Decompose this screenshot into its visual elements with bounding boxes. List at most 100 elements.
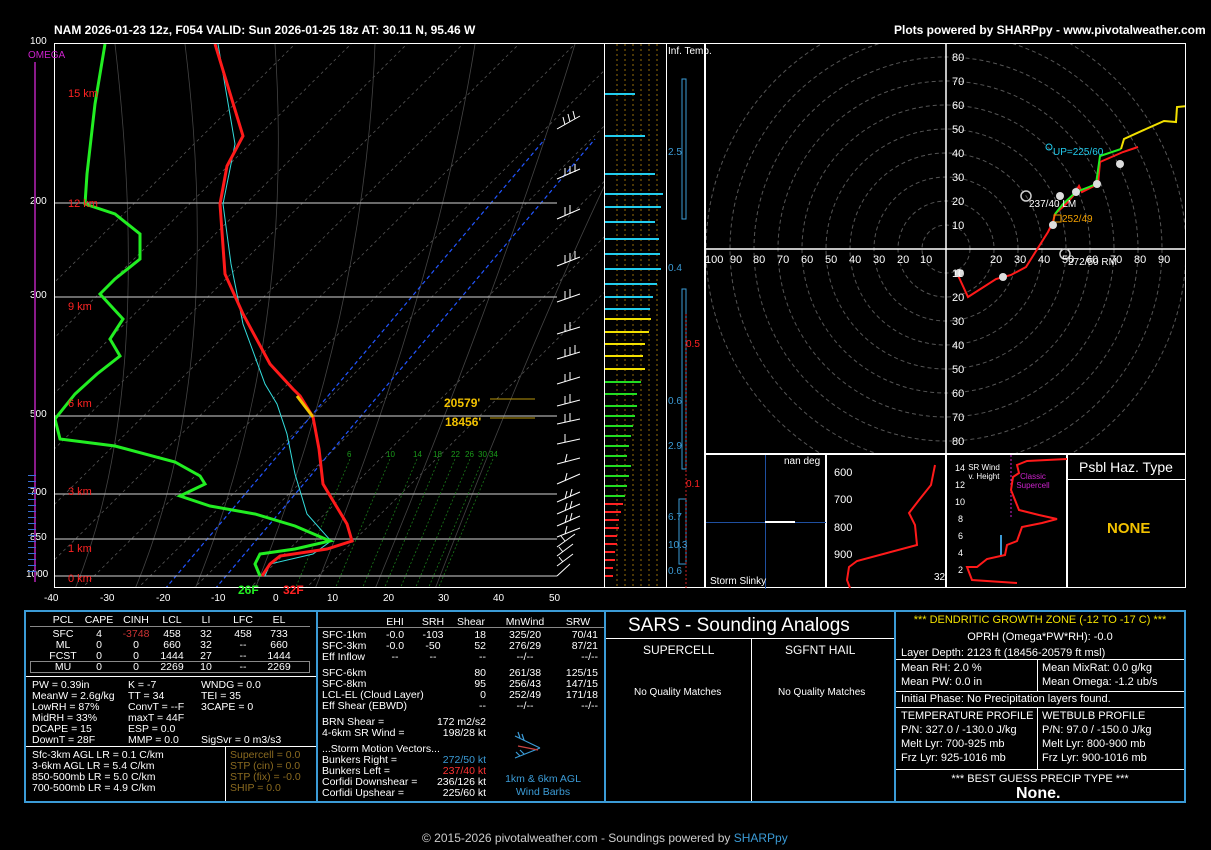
inflow-bars	[605, 93, 663, 577]
hodo-x-30l: 40	[849, 254, 862, 266]
hodo-km-markers	[955, 160, 1124, 281]
height-1km: 1 km	[68, 543, 92, 555]
srwind-14: 14	[955, 463, 966, 473]
hodograph-panel[interactable]	[705, 43, 1186, 454]
mixing-ratio-lines	[295, 458, 494, 587]
kin-h-mnwind: MnWind	[505, 616, 545, 628]
srwind-2: 2	[958, 565, 964, 575]
parcel-h-pcl: PCL	[52, 614, 74, 626]
kin-r3-srh: --	[429, 651, 437, 663]
temp-tick-40: 40	[493, 593, 505, 604]
parcel-sfc-el: 733	[270, 628, 288, 640]
hodo-x-10l: 20	[897, 254, 910, 266]
omega-bars	[28, 475, 36, 575]
parcel-header-rule	[30, 626, 310, 627]
hodo-lm-label: 237/40 LM	[1029, 199, 1077, 210]
theta-e-svg	[845, 464, 936, 589]
idx-3cape: 3CAPE = 0	[201, 701, 254, 713]
parcel-ml-lfc: --	[239, 639, 247, 651]
hodo-up-marker	[1045, 143, 1053, 151]
sfc-dewpoint-label: 26F	[238, 583, 259, 597]
kin-r7-srw: --/--	[581, 700, 598, 712]
kin-r7-mnw: --/--	[516, 700, 534, 712]
parcel-ml-lcl: 660	[163, 639, 181, 651]
idx-maxt: maxT = 44F	[128, 712, 185, 724]
slinky-label: Storm Slinky	[710, 576, 767, 587]
parcel-mu-pcl: MU	[54, 661, 72, 673]
dry-adiabats	[75, 44, 604, 587]
mr-22: 22	[451, 450, 460, 459]
parcel-mu-li: 10	[200, 661, 212, 673]
sfc-temp-label: 32F	[283, 583, 304, 597]
parcel-sfc-cinh: -3748	[122, 628, 150, 640]
height-6km: 6 km	[68, 398, 92, 410]
dgz-highlight	[295, 395, 315, 418]
hodo-x-0l: 10	[920, 254, 933, 266]
inflow-tick-3: 0.6	[668, 396, 682, 407]
kin-br-label: Bunkers Right =	[322, 754, 397, 766]
parcel-mu-lfc: --	[239, 661, 247, 673]
parcel-sfc-li: 32	[200, 628, 212, 640]
pressure-700: 700	[30, 487, 47, 498]
mr-14: 14	[413, 450, 422, 459]
hodo-ring-60b: 60	[952, 388, 965, 400]
inflow-tick-4: 2.9	[668, 441, 682, 452]
inflow-tick-2: 0.4	[668, 263, 682, 274]
kin-r5-mnw: 256/43	[508, 678, 542, 690]
footer-sharppy-link[interactable]: SHARPpy	[733, 831, 788, 845]
parcel-ml-li: 32	[200, 639, 212, 651]
parcel-ml-cinh: 0	[133, 639, 139, 651]
kin-br-value: 272/50 kt	[442, 754, 486, 766]
kin-h-shear: Shear	[456, 616, 486, 628]
hodo-up-label: UP=225/60	[1053, 147, 1104, 158]
parcel-ml-el: 660	[270, 639, 288, 651]
kin-r7-shear: --	[479, 700, 486, 712]
dgz-line	[215, 138, 596, 587]
hodo-ring-50b: 50	[952, 364, 965, 376]
hodo-x-70r: 70	[1110, 254, 1123, 266]
parcel-fcst-cinh: 0	[133, 650, 139, 662]
hodo-ring-60t: 60	[952, 100, 965, 112]
dgz-bot-label: 18456'	[445, 415, 482, 429]
hodo-ring-10t: 10	[952, 220, 965, 232]
kin-r2-srw: 87/21	[571, 640, 598, 652]
srwind-title: SR Wind v. Height	[968, 463, 1000, 481]
height-0km: 0 km	[68, 573, 92, 585]
hodo-ring-50t: 50	[952, 124, 965, 136]
kin-r3-shear: --	[479, 651, 486, 663]
kin-vectors-title: ...Storm Motion Vectors...	[322, 743, 440, 755]
kin-r1-ehi: -0.0	[385, 629, 405, 641]
dgz-depth: Layer Depth: 2123 ft (18456-20579 ft msl…	[901, 647, 1106, 659]
hodo-trace-upper	[1120, 105, 1185, 150]
hodo-ring-70b: 70	[952, 412, 965, 424]
height-3km: 3 km	[68, 486, 92, 498]
hodo-x-20l: 30	[873, 254, 886, 266]
idx-meanw: MeanW = 2.6g/kg	[32, 690, 115, 702]
hodo-trace-green	[1095, 148, 1122, 185]
hodo-x-70l: 80	[753, 254, 766, 266]
temp-tick-0: 0	[273, 593, 279, 604]
idx-midrh: MidRH = 33%	[32, 712, 98, 724]
hodo-ring-80t: 80	[952, 52, 965, 64]
kin-h-ehi: EHI	[386, 616, 404, 628]
idx-tt: TT = 34	[128, 690, 165, 702]
kin-r4-shear: 80	[474, 667, 486, 679]
parcel-sfc-pcl: SFC	[52, 628, 74, 640]
mr-18: 18	[433, 450, 442, 459]
hodo-x-40l: 50	[825, 254, 838, 266]
idx-dcape: DCAPE = 15	[32, 723, 92, 735]
parcel-sfc-lfc: 458	[234, 628, 252, 640]
kin-r6-label: LCL-EL (Cloud Layer)	[322, 689, 424, 701]
kin-barbs-label-1: 1km & 6km AGL	[505, 773, 581, 785]
dgz-wb-pn: P/N: 97.0 / -150.0 J/kg	[1042, 724, 1152, 736]
dgz-rule-4	[896, 769, 1184, 770]
srwind-10: 10	[955, 497, 966, 507]
temp-tick-m40: -40	[44, 593, 59, 604]
sars-divider	[751, 638, 752, 801]
theta-e-panel	[826, 454, 946, 589]
dgz-vrule-2	[1037, 707, 1038, 769]
dgz-best-title: *** BEST GUESS PRECIP TYPE ***	[951, 773, 1129, 785]
skewt-panel[interactable]	[54, 43, 605, 588]
temp-tick-30: 30	[438, 593, 450, 604]
kin-header-rule	[318, 627, 604, 628]
